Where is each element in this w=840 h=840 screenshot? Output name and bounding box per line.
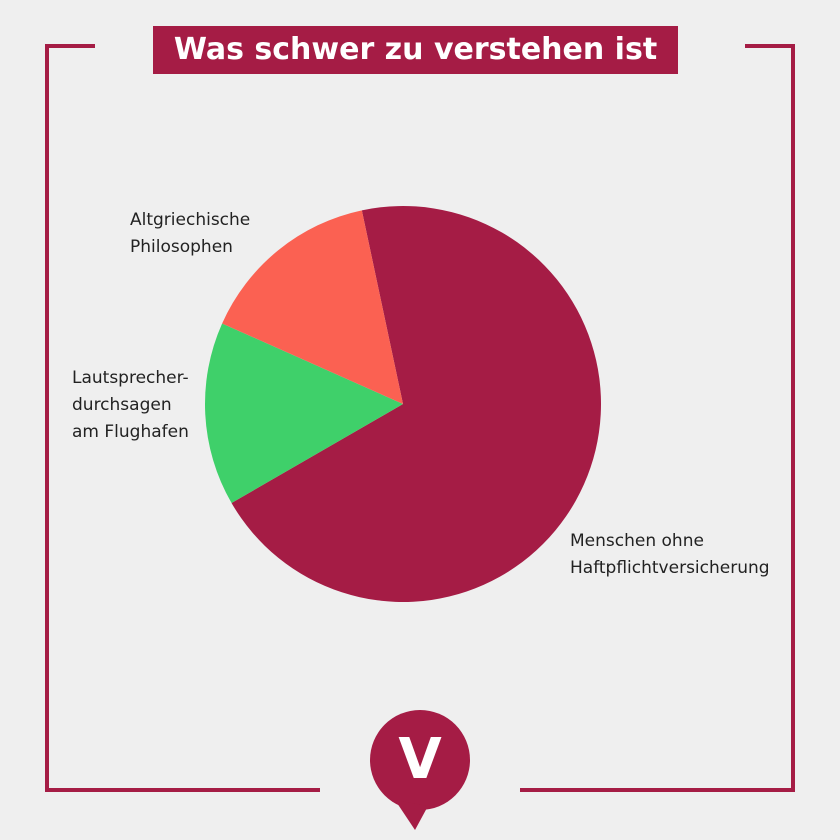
slice-label: Altgriechische Philosophen: [130, 210, 251, 257]
slice-label: Menschen ohne Haftpflichtversicherung: [570, 531, 770, 578]
chart-title: Was schwer zu verstehen ist: [153, 26, 678, 74]
pie-slice: [222, 210, 403, 404]
pie-slice: [205, 323, 403, 503]
logo-circle: [370, 710, 470, 810]
frame-left: [45, 44, 320, 792]
slice-label: Lautsprecher- durchsagen am Flughafen: [72, 368, 189, 442]
frame-right: [520, 44, 795, 792]
logo-bubble: [370, 710, 470, 830]
logo-tail: [395, 800, 428, 830]
frame: [45, 44, 795, 792]
logo-text: V: [398, 727, 442, 792]
pie-slice: [231, 206, 601, 602]
